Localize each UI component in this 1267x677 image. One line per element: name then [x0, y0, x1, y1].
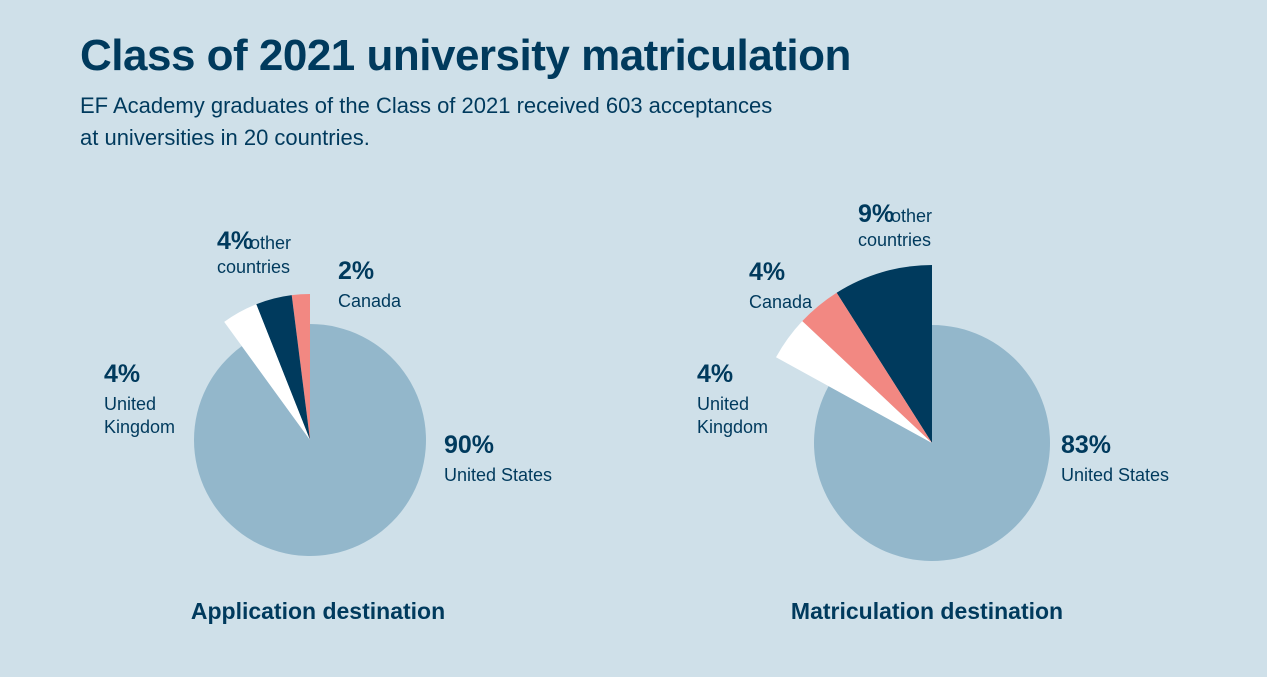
slice-percent: 4% [104, 360, 140, 388]
pie-slice-united-kingdom [224, 304, 310, 440]
slice-percent: 4% [217, 227, 253, 255]
pie-slice-united-states [814, 324, 1051, 561]
slice-label-united-kingdom: 4% United Kingdom [104, 360, 175, 437]
slice-label-text: United [697, 394, 749, 414]
slice-label-canada: 2% Canada [338, 257, 402, 311]
chart-title: Matriculation destination [791, 598, 1063, 624]
slice-label-text: Kingdom [697, 417, 768, 437]
slice-percent: 4% [697, 360, 733, 388]
slice-percent: 90% [444, 431, 494, 459]
slice-label-text: United States [1061, 465, 1169, 485]
pie-slice-canada [291, 294, 310, 440]
subtitle-line: at universities in 20 countries. [80, 125, 370, 150]
slice-percent: 83% [1061, 431, 1111, 459]
pie-slice-united-states [193, 324, 426, 556]
slice-label-text: Canada [338, 291, 402, 311]
slice-label-text: Canada [749, 292, 813, 312]
slice-label-united-kingdom: 4% United Kingdom [697, 360, 768, 437]
slice-label-united-states: 83% United States [1061, 431, 1169, 485]
pie-slice-canada [802, 292, 932, 443]
slice-label-text: countries [217, 257, 290, 277]
slice-label-text: United [104, 394, 156, 414]
slice-label-other-countries: 4%other countries [217, 227, 291, 277]
slice-percent: 9% [858, 200, 894, 228]
slice-label-canada: 4% Canada [749, 258, 813, 312]
slice-label-other-countries: 9%other countries [858, 200, 932, 250]
subtitle-line: EF Academy graduates of the Class of 202… [80, 93, 773, 118]
slice-label-text: United States [444, 465, 552, 485]
application-destination-chart: 2%Canada4%othercountries4%UnitedKingdom9… [104, 227, 552, 624]
slice-label-text: Kingdom [104, 417, 175, 437]
chart-title: Application destination [191, 598, 445, 624]
slice-label-text: countries [858, 230, 931, 250]
page-subtitle: EF Academy graduates of the Class of 202… [80, 90, 960, 154]
slice-percent: 4% [749, 258, 785, 286]
pie-slice-other-countries [256, 295, 310, 440]
pie-slice-other-countries [836, 265, 932, 443]
slice-label-text: other [250, 233, 291, 253]
page-title: Class of 2021 university matriculation [80, 31, 851, 80]
slice-label-text: other [891, 206, 932, 226]
pie-slice-united-kingdom [776, 321, 932, 443]
slice-percent: 2% [338, 257, 374, 285]
matriculation-destination-chart: 9%other countries 4% Canada 4% United Kingdom 8… [697, 200, 1169, 624]
slice-label-united-states: 90% United States [444, 431, 552, 485]
